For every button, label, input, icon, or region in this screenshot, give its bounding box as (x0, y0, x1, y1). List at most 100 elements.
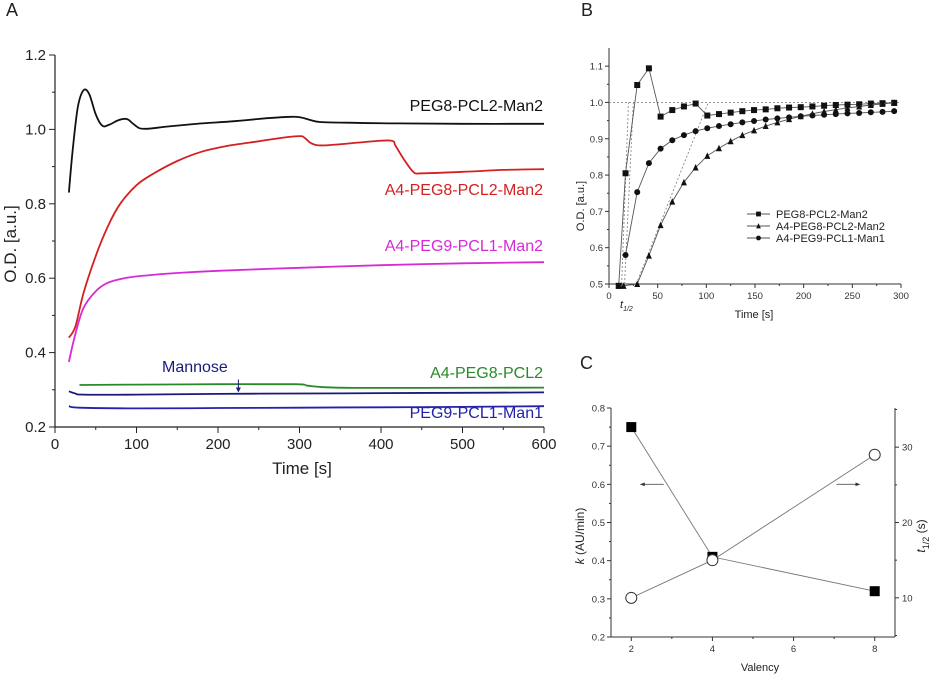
panel-b-marker-triangle (620, 282, 627, 289)
panel-b-marker-circle (797, 113, 804, 120)
panel-b-marker-triangle (739, 131, 746, 139)
panel-b-marker-circle (680, 132, 687, 139)
panel-c-x-tick-label: 2 (629, 644, 634, 655)
panel-a-series-line-peg8-pcl2-man2 (68, 88, 545, 193)
panel-b-marker-circle (844, 110, 851, 117)
panel-b-marker-triangle (715, 144, 722, 152)
panel-b-marker-square (797, 104, 804, 111)
panel-a-y-tick-label: 0.4 (25, 345, 46, 362)
legend-label: A4-PEG9-PCL1-Man1 (776, 233, 885, 245)
panel-b-marker-square (715, 111, 722, 118)
panel-c: C 0.2 0.3 0.4 0.5 0.6 0.7 0.8 10 20 30 2 4 6 8 Valenc… (573, 353, 931, 674)
panel-a-x-tick-label: 200 (205, 436, 230, 453)
panel-b-marker-triangle (634, 280, 641, 287)
panel-b-marker-circle (704, 125, 711, 132)
panel-b-marker-circle (879, 108, 886, 115)
panel-c-left-y-tick-label: 0.3 (592, 594, 605, 605)
panel-b-marker-square (622, 170, 629, 177)
panel-c-series-line-k (630, 426, 875, 592)
panel-b-marker-circle (786, 114, 793, 121)
panel-c-left-y-tick-label: 0.2 (592, 633, 605, 644)
panel-b-marker-triangle (856, 102, 863, 110)
panel-b-series-line-a4-peg8-pcl2-man2 (618, 102, 895, 287)
panel-c-left-y-tick-label: 0.6 (592, 480, 605, 491)
panel-b-legend: PEG8-PCL2-Man2A4-PEG8-PCL2-Man2A4-PEG9-P… (747, 209, 885, 245)
panel-b-marker-triangle (867, 101, 874, 109)
panel-b-marker-circle (715, 123, 722, 130)
panel-a-series-line-mannose (68, 390, 545, 396)
series-label-peg9-pcl1-man1: PEG9-PCL1-Man1 (410, 405, 543, 422)
panel-b-y-tick-label: 0.6 (590, 243, 603, 254)
panel-c-right-y-tick-label: 10 (902, 593, 913, 604)
series-label-a4-peg8-pcl2-man2: A4-PEG8-PCL2-Man2 (385, 182, 543, 199)
panel-a-x-tick-label: 300 (287, 436, 312, 453)
panel-b-marker-triangle (879, 100, 886, 107)
panel-c-right-y-tick-label: 20 (902, 518, 913, 529)
panel-b-marker-triangle (751, 126, 758, 134)
panel-b-marker-triangle (891, 99, 898, 106)
panel-b-marker-circle (634, 189, 641, 196)
panel-b-marker-circle (774, 115, 781, 122)
panel-c-marker-circle (706, 554, 719, 567)
panel-b-marker-triangle (844, 104, 851, 111)
panel-b-marker-square (657, 113, 664, 120)
panel-b-x-tick-label: 0 (606, 291, 611, 302)
panel-b-marker-square (727, 109, 734, 116)
panel-c-x-tick-label: 4 (710, 644, 715, 655)
panel-a-y-tick-label: 1.0 (25, 121, 46, 138)
panel-b-marker-square (821, 102, 828, 109)
panel-b-x-axis-title: Time [s] (735, 309, 774, 321)
panel-c-marker-circle (625, 591, 638, 604)
panel-a-series-line-peg9-pcl1-man1 (68, 405, 545, 410)
panel-b-t-half-label: t1/2 (620, 299, 633, 313)
panel-b-x-tick-label: 300 (893, 291, 909, 302)
panel-b-x-tick-label: 50 (652, 291, 663, 302)
panel-b-marker-circle (622, 251, 629, 258)
panel-b-marker-square (751, 107, 758, 114)
panel-a-x-axis-title: Time [s] (272, 459, 332, 478)
panel-b-marker-circle (832, 111, 839, 118)
panel-c-arrow-right-icon (855, 482, 861, 487)
panel-c-right-y-axis-title: t1/2 (s) (914, 519, 931, 552)
panel-b-series-line-peg8-pcl2-man2 (618, 67, 895, 286)
panel-b-marker-square (704, 112, 711, 119)
series-label-a4-peg8-pcl2: A4-PEG8-PCL2 (430, 365, 543, 382)
panel-b-marker-circle (809, 112, 816, 119)
panel-b-marker-circle (739, 119, 746, 126)
legend-marker-circle (756, 235, 761, 241)
panel-a-x-tick-label: 500 (450, 436, 475, 453)
panel-b-marker-circle (692, 128, 699, 135)
panel-b-marker-triangle (774, 118, 781, 126)
panel-b-y-tick-label: 1.1 (590, 62, 603, 73)
panel-b-marker-square (832, 102, 839, 109)
legend-marker-triangle (756, 223, 761, 229)
panel-b-y-tick-label: 0.5 (590, 280, 603, 291)
panel-c-left-y-tick-label: 0.5 (592, 518, 605, 529)
panel-c-right-y-tick-label: 30 (902, 443, 913, 454)
panel-a-y-tick-label: 0.8 (25, 196, 46, 213)
panel-b-marker-circle (821, 111, 828, 118)
panel-c-marker-circle (868, 448, 881, 461)
annotation-mannose: Mannose (162, 359, 228, 376)
panel-b-marker-triangle (615, 282, 622, 289)
panel-b-marker-triangle (645, 252, 652, 259)
panel-a-series-line-a4-peg8-pcl2 (79, 383, 545, 389)
panel-b-marker-circle (727, 121, 734, 128)
panel-a-x-tick-label: 600 (531, 436, 556, 453)
panel-b-x-tick-label: 150 (747, 291, 763, 302)
panel-b-marker-square (680, 103, 687, 110)
panel-b-letter: B (581, 0, 593, 20)
panel-c-letter: C (580, 353, 593, 373)
panel-a-x-tick-label: 100 (124, 436, 149, 453)
legend-marker-square (756, 211, 761, 217)
panel-b: B 0.5 0.6 0.7 0.8 0.9 1.0 1.1 0 50 100 150 200 250 30… (575, 0, 909, 321)
series-label-peg8-pcl2-man2: PEG8-PCL2-Man2 (410, 98, 543, 115)
panel-a-y-tick-label: 0.6 (25, 270, 46, 287)
panel-a-x-tick-label: 0 (51, 436, 59, 453)
panel-b-x-tick-label: 250 (844, 291, 860, 302)
legend-label: A4-PEG8-PCL2-Man2 (776, 221, 885, 233)
panel-b-marker-square (762, 106, 769, 113)
panel-b-marker-triangle (669, 198, 676, 205)
panel-b-marker-square (669, 107, 676, 114)
panel-b-marker-square (645, 65, 652, 72)
